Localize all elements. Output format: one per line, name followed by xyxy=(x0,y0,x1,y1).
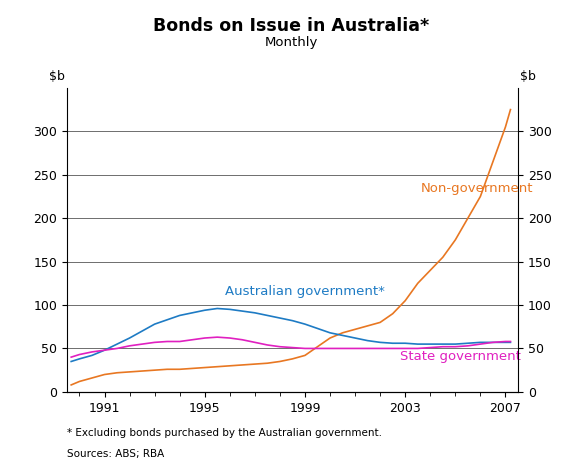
Text: * Excluding bonds purchased by the Australian government.: * Excluding bonds purchased by the Austr… xyxy=(67,428,382,437)
Text: Australian government*: Australian government* xyxy=(225,285,385,298)
Text: Sources: ABS; RBA: Sources: ABS; RBA xyxy=(67,449,164,459)
Text: Monthly: Monthly xyxy=(264,36,318,48)
Text: $b: $b xyxy=(520,70,536,83)
Text: State government: State government xyxy=(400,350,521,363)
Text: $b: $b xyxy=(49,70,65,83)
Text: Bonds on Issue in Australia*: Bonds on Issue in Australia* xyxy=(153,17,429,35)
Text: Non-government: Non-government xyxy=(420,182,533,195)
